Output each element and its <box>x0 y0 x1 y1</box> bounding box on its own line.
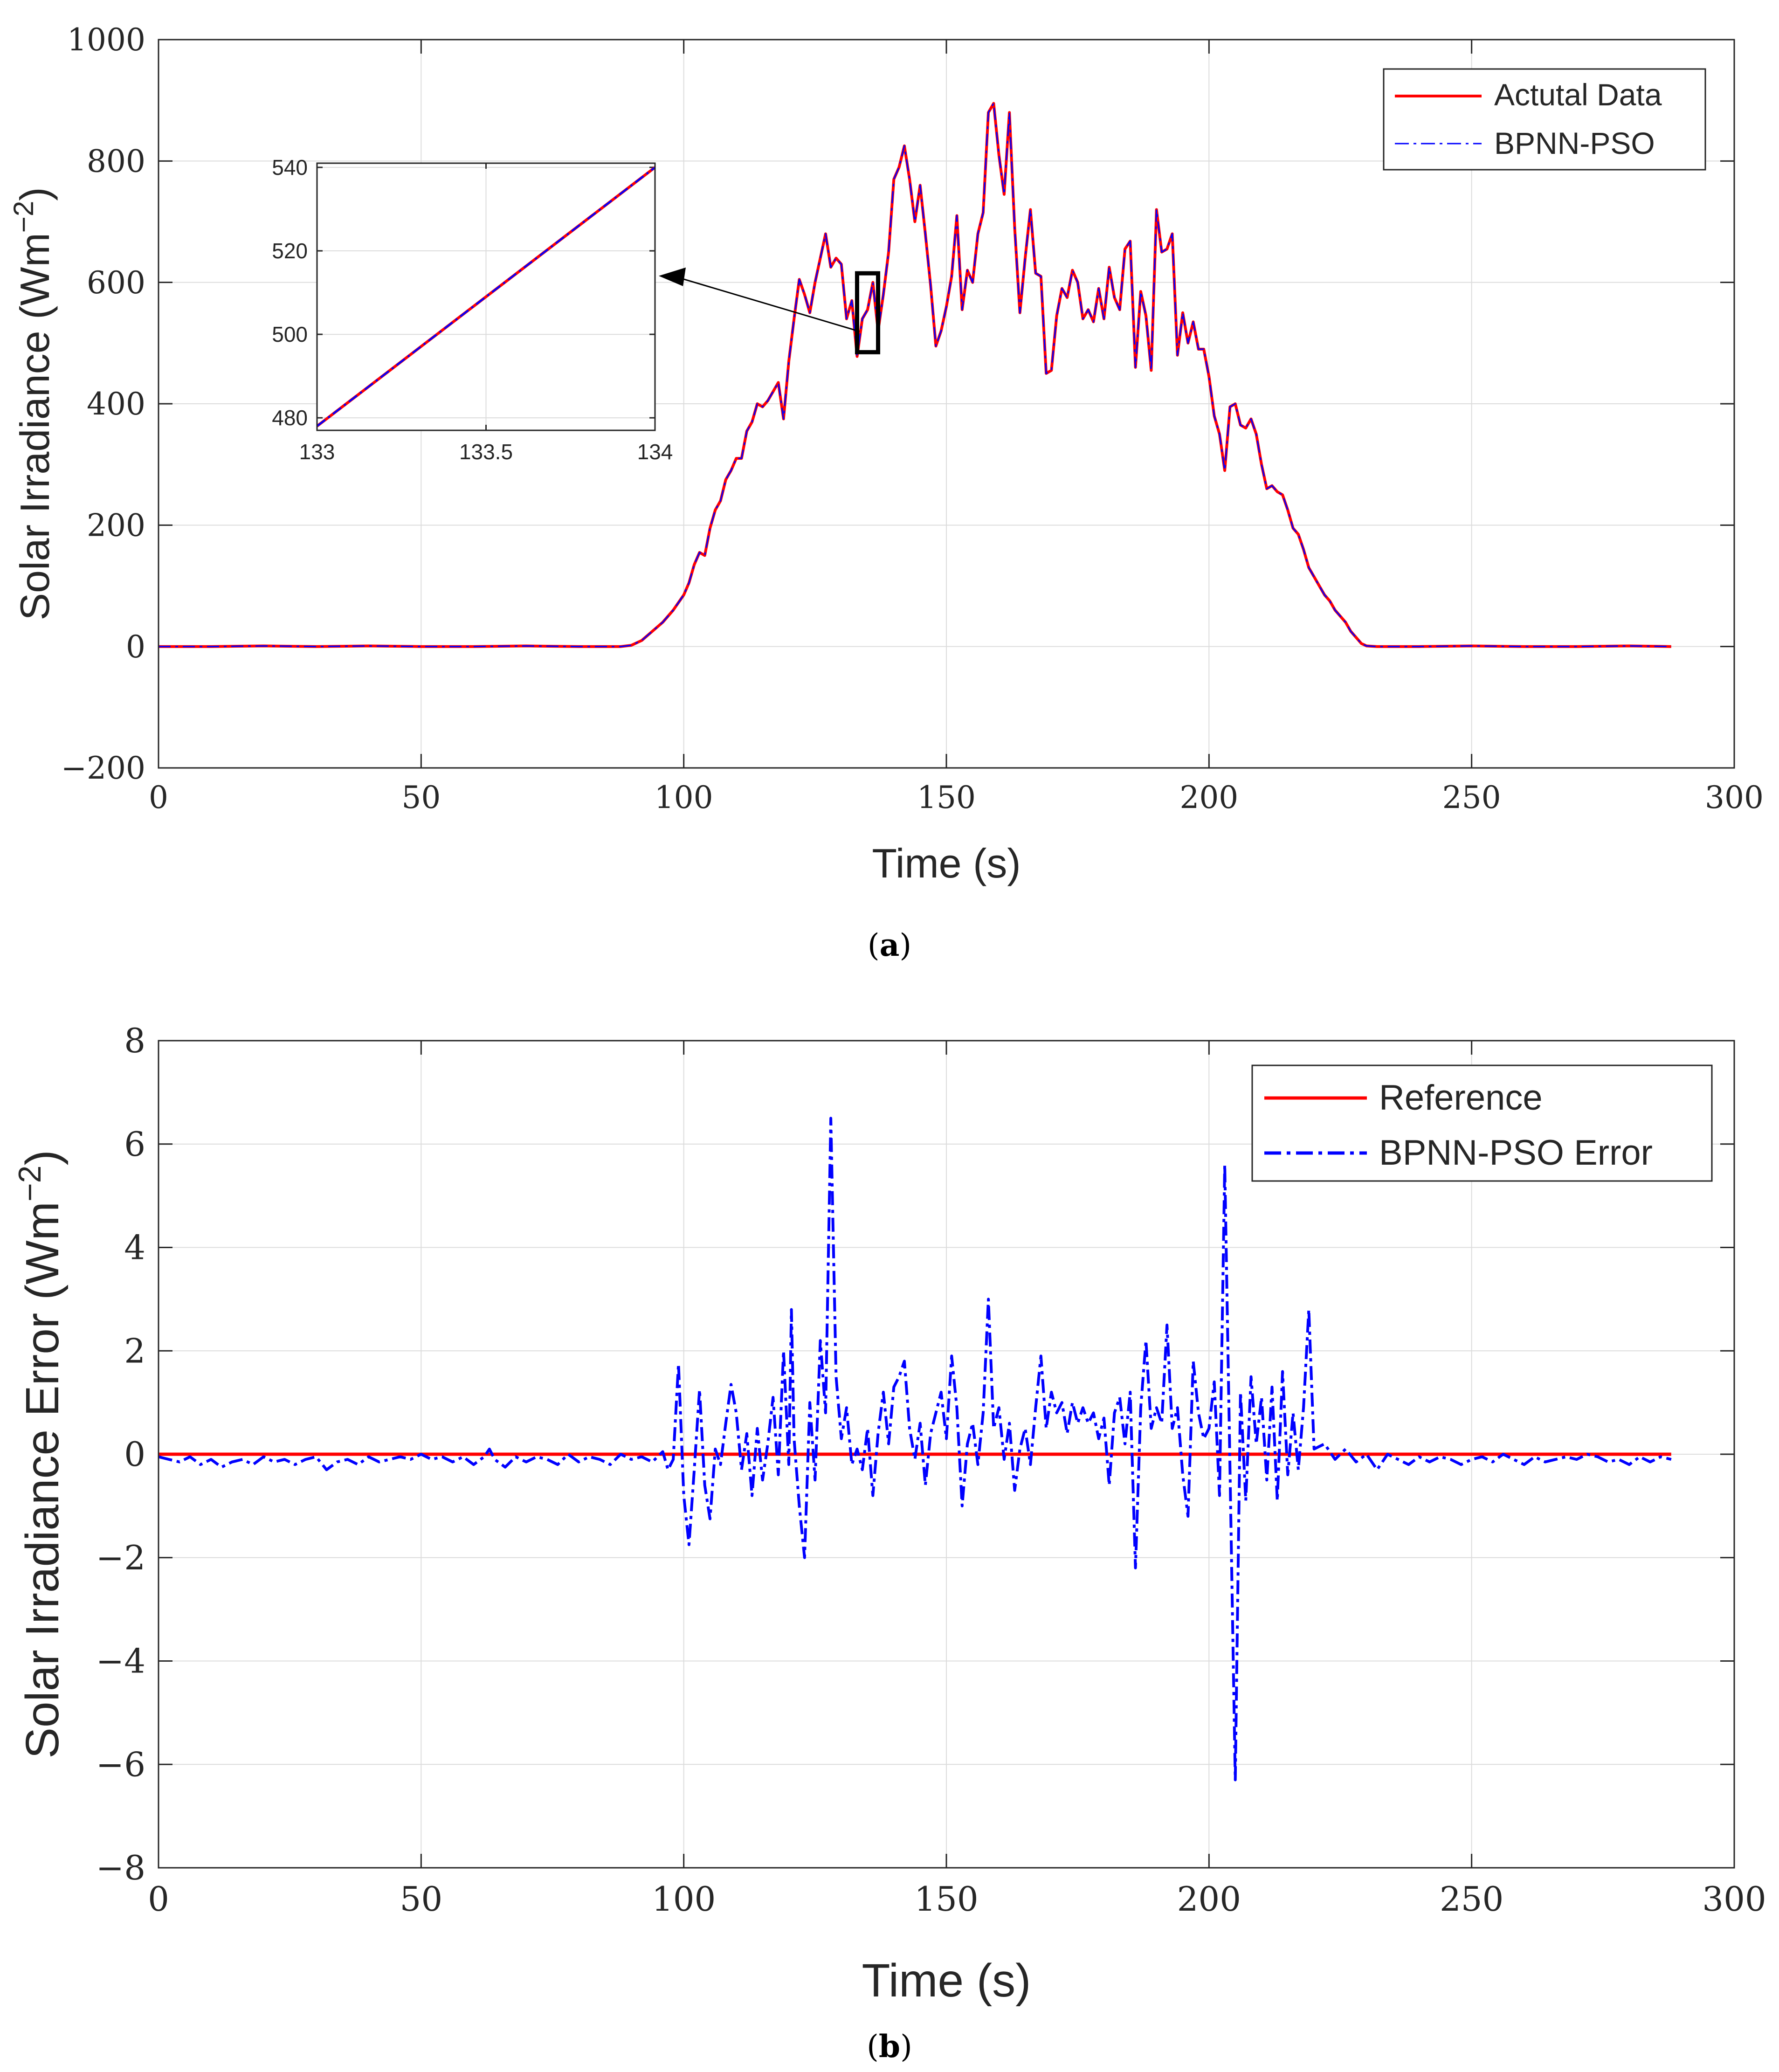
y-axis-label-a-sup: −2 <box>8 201 39 233</box>
ticks-b: 0 50 100 150 200 250 300 −8 −6 −4 −2 0 2 4 6 8 <box>96 1021 1766 1919</box>
y-tick-label: 520 <box>272 239 308 263</box>
x-tick-label: 250 <box>1440 1879 1503 1919</box>
zoom-arrow-head <box>659 267 686 286</box>
x-tick-label: 150 <box>917 780 976 815</box>
x-tick-label: 133 <box>299 440 335 464</box>
legend-box-a <box>1383 68 1706 171</box>
x-tick-label: 50 <box>401 780 441 815</box>
inset-lines <box>316 166 656 428</box>
y-tick-label: 8 <box>124 1021 145 1060</box>
y-tick-label: −6 <box>96 1745 145 1784</box>
y-tick-label: −4 <box>96 1642 145 1681</box>
y-tick-label: −2 <box>96 1538 145 1577</box>
panel-a: 0 50 100 150 200 250 300−20002004006008001000 … <box>8 22 1764 963</box>
legend-box-b <box>1251 1064 1713 1182</box>
y-tick-label: 540 <box>272 155 308 180</box>
y-tick-label: 600 <box>87 265 145 301</box>
y-tick-label: 800 <box>87 143 145 179</box>
x-tick-label: 300 <box>1702 1879 1766 1919</box>
legend-label-error: BPNN-PSO Error <box>1379 1133 1653 1173</box>
y-axis-label-b-sup: −2 <box>12 1166 48 1202</box>
y-tick-label: −200 <box>61 750 145 786</box>
y-axis-label-a-text: Solar Irradiance (Wm <box>12 233 58 620</box>
axes-frame-a <box>158 39 1735 769</box>
zoom-box <box>855 271 881 354</box>
y-tick-label: 200 <box>87 507 145 543</box>
y-axis-label-b-text: Solar Irradiance Error (Wm <box>16 1202 69 1759</box>
y-tick-label: −8 <box>96 1848 145 1887</box>
axes-frame-b <box>158 1040 1735 1869</box>
legend-a: Actutal Data BPNN-PSO <box>1383 68 1706 171</box>
y-axis-label-a: Solar Irradiance (Wm−2) <box>8 187 58 620</box>
y-tick-label: 4 <box>124 1228 145 1267</box>
x-tick-label: 200 <box>1179 780 1238 815</box>
x-tick-label: 0 <box>148 1879 169 1919</box>
x-axis-label-a: Time (s) <box>872 840 1021 886</box>
y-tick-label: 0 <box>124 1435 145 1474</box>
y-axis-label-a-close: ) <box>12 187 58 200</box>
y-tick-label: 500 <box>272 322 308 346</box>
y-tick-label: 6 <box>124 1125 145 1164</box>
legend-label-bpnn: BPNN-PSO <box>1494 126 1655 160</box>
x-tick-label: 250 <box>1442 780 1501 815</box>
zoom-indicator <box>659 267 881 354</box>
series-line-actutal-data <box>316 166 656 428</box>
x-tick-label: 200 <box>1177 1879 1241 1919</box>
y-tick-label: 1000 <box>67 22 145 58</box>
x-tick-label: 133.5 <box>459 440 513 464</box>
inset-frame <box>316 162 656 431</box>
x-tick-label: 100 <box>652 1879 716 1919</box>
x-tick-label: 134 <box>637 440 673 464</box>
x-tick-label: 300 <box>1705 780 1764 815</box>
y-tick-label: 2 <box>124 1331 145 1370</box>
caption-b: (b) <box>867 2028 912 2065</box>
zoom-arrow-line <box>677 276 860 332</box>
legend-b: Reference BPNN-PSO Error <box>1251 1064 1713 1182</box>
x-tick-label: 150 <box>914 1879 978 1919</box>
y-tick-label: 400 <box>87 386 145 422</box>
panel-b: 0 50 100 150 200 250 300 −8 −6 −4 −2 0 2 4 6 8 Referenc… <box>12 1021 1766 2065</box>
x-tick-label: 100 <box>655 780 713 815</box>
caption-a: (a) <box>868 927 911 963</box>
series-line-bpnn-pso <box>159 103 1671 648</box>
inset-ticks: 133 133.5 134 480 500 520 540 <box>272 155 673 464</box>
y-axis-label-b: Solar Irradiance Error (Wm−2) <box>12 1150 69 1759</box>
x-tick-label: 50 <box>400 1879 443 1919</box>
lines-b <box>158 1117 1672 1782</box>
inset-plot: 133 133.5 134 480 500 520 540 <box>272 155 673 464</box>
y-axis-label-b-close: ) <box>16 1150 69 1165</box>
lines-a <box>159 102 1671 648</box>
legend-label-actual: Actutal Data <box>1494 77 1662 112</box>
y-tick-label: 480 <box>272 406 308 430</box>
series-line-bpnn-pso-error <box>158 1117 1672 1782</box>
x-tick-label: 0 <box>149 780 168 815</box>
y-tick-label: 0 <box>126 629 145 665</box>
x-axis-label-b: Time (s) <box>862 1955 1031 2007</box>
legend-label-reference: Reference <box>1379 1078 1543 1118</box>
